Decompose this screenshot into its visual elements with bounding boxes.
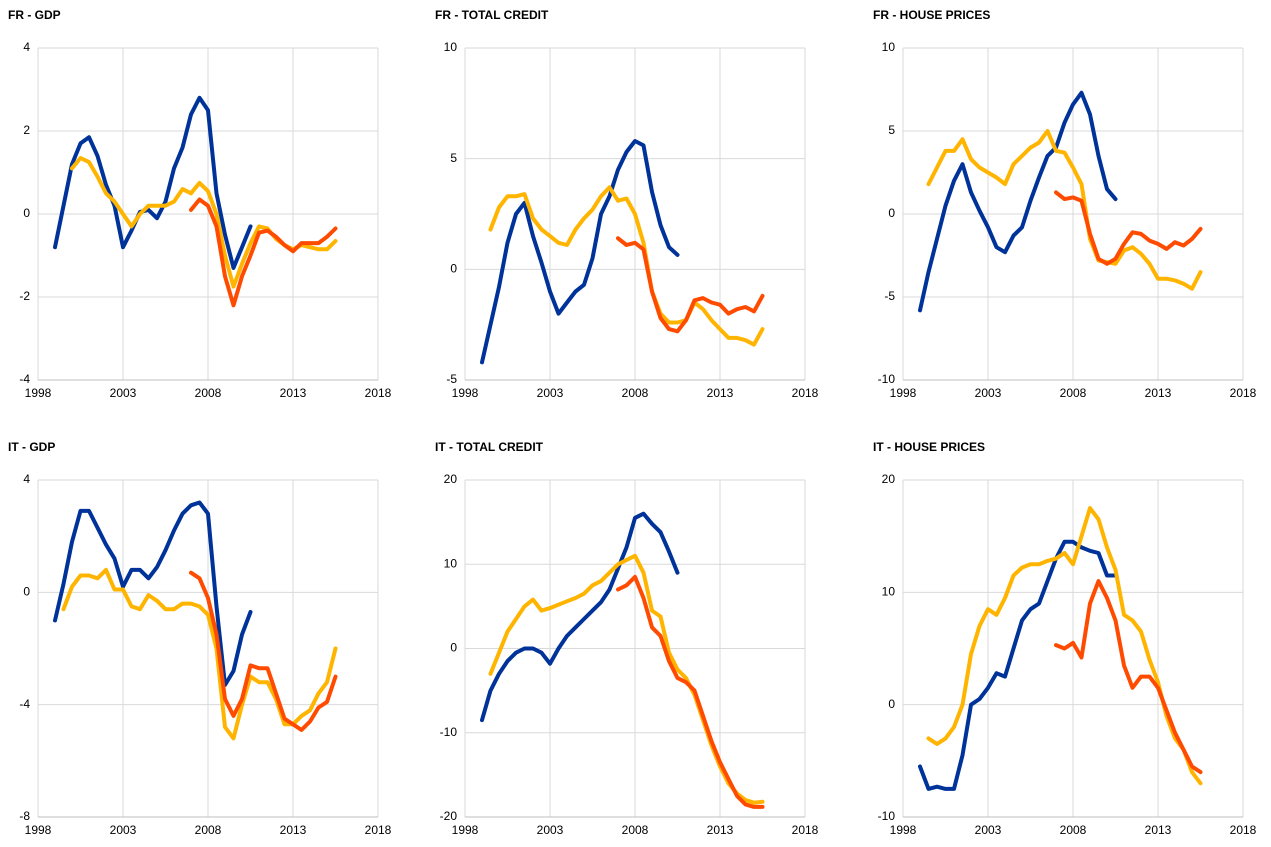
x-tick-label: 2008 xyxy=(195,386,222,400)
series-line xyxy=(480,511,680,723)
chart-title: IT - TOTAL CREDIT xyxy=(435,440,544,454)
x-tick-label: 2008 xyxy=(195,823,222,837)
y-tick-label: -4 xyxy=(19,697,30,711)
chart-title: FR - TOTAL CREDIT xyxy=(435,8,549,22)
x-tick-label: 2003 xyxy=(975,823,1002,837)
y-tick-label: -10 xyxy=(440,725,458,739)
x-tick-label: 2013 xyxy=(280,823,307,837)
chart-title: IT - HOUSE PRICES xyxy=(873,440,985,454)
series-line xyxy=(926,129,1203,291)
y-tick-label: 4 xyxy=(23,40,30,54)
x-tick-label: 2003 xyxy=(110,386,137,400)
y-tick-label: 20 xyxy=(882,472,896,486)
y-tick-label: -4 xyxy=(19,372,30,386)
y-tick-label: 0 xyxy=(23,206,30,220)
x-tick-label: 2018 xyxy=(1230,823,1257,837)
x-tick-label: 2003 xyxy=(537,823,564,837)
y-tick-label: 5 xyxy=(450,151,457,165)
series-line xyxy=(616,236,765,334)
y-tick-label: 0 xyxy=(450,641,457,655)
series-line xyxy=(1054,579,1203,775)
x-tick-label: 1998 xyxy=(452,386,479,400)
y-tick-label: 4 xyxy=(23,472,30,486)
x-tick-label: 2008 xyxy=(1060,386,1087,400)
y-tick-label: -20 xyxy=(440,809,458,823)
y-tick-label: -2 xyxy=(19,289,30,303)
y-tick-label: -10 xyxy=(878,372,896,386)
x-tick-label: 2003 xyxy=(537,386,564,400)
y-tick-label: -5 xyxy=(884,289,895,303)
y-tick-label: -5 xyxy=(446,372,457,386)
series-line xyxy=(926,506,1203,786)
x-tick-label: 1998 xyxy=(890,823,917,837)
x-tick-label: 2008 xyxy=(622,823,649,837)
x-tick-label: 2008 xyxy=(1060,823,1087,837)
x-tick-label: 2003 xyxy=(110,823,137,837)
y-tick-label: 0 xyxy=(888,697,895,711)
y-tick-label: -8 xyxy=(19,809,30,823)
x-tick-label: 2013 xyxy=(707,386,734,400)
x-tick-label: 1998 xyxy=(25,386,52,400)
series-line xyxy=(1054,190,1203,266)
series-line xyxy=(918,90,1118,313)
x-tick-label: 2018 xyxy=(365,386,392,400)
y-tick-label: 10 xyxy=(444,556,458,570)
x-tick-label: 1998 xyxy=(890,386,917,400)
series-line xyxy=(53,500,253,687)
series-line xyxy=(189,570,338,732)
y-tick-label: 2 xyxy=(23,123,30,137)
y-tick-label: 0 xyxy=(888,206,895,220)
y-tick-label: 10 xyxy=(882,40,896,54)
series-line xyxy=(53,95,253,270)
series-line xyxy=(61,567,338,741)
x-tick-label: 2008 xyxy=(622,386,649,400)
x-tick-label: 2018 xyxy=(1230,386,1257,400)
chart-title: IT - GDP xyxy=(8,440,55,454)
y-tick-label: 0 xyxy=(450,262,457,276)
x-tick-label: 2018 xyxy=(792,823,819,837)
x-tick-label: 2003 xyxy=(975,386,1002,400)
x-tick-label: 2018 xyxy=(365,823,392,837)
series-line xyxy=(480,139,680,365)
y-tick-label: 20 xyxy=(444,472,458,486)
series-line xyxy=(616,574,765,809)
y-tick-label: 5 xyxy=(888,123,895,137)
series-line xyxy=(918,539,1118,791)
x-tick-label: 2013 xyxy=(707,823,734,837)
x-tick-label: 2013 xyxy=(280,386,307,400)
series-line xyxy=(189,197,338,308)
series-line xyxy=(70,156,338,289)
x-tick-label: 2013 xyxy=(1145,386,1172,400)
x-tick-label: 1998 xyxy=(452,823,479,837)
y-tick-label: 0 xyxy=(23,585,30,599)
y-tick-label: 10 xyxy=(882,585,896,599)
chart-title: FR - GDP xyxy=(8,8,61,22)
y-tick-label: -10 xyxy=(878,809,896,823)
x-tick-label: 2018 xyxy=(792,386,819,400)
x-tick-label: 2013 xyxy=(1145,823,1172,837)
series-line xyxy=(488,185,765,347)
y-tick-label: 10 xyxy=(444,40,458,54)
chart-title: FR - HOUSE PRICES xyxy=(873,8,990,22)
x-tick-label: 1998 xyxy=(25,823,52,837)
